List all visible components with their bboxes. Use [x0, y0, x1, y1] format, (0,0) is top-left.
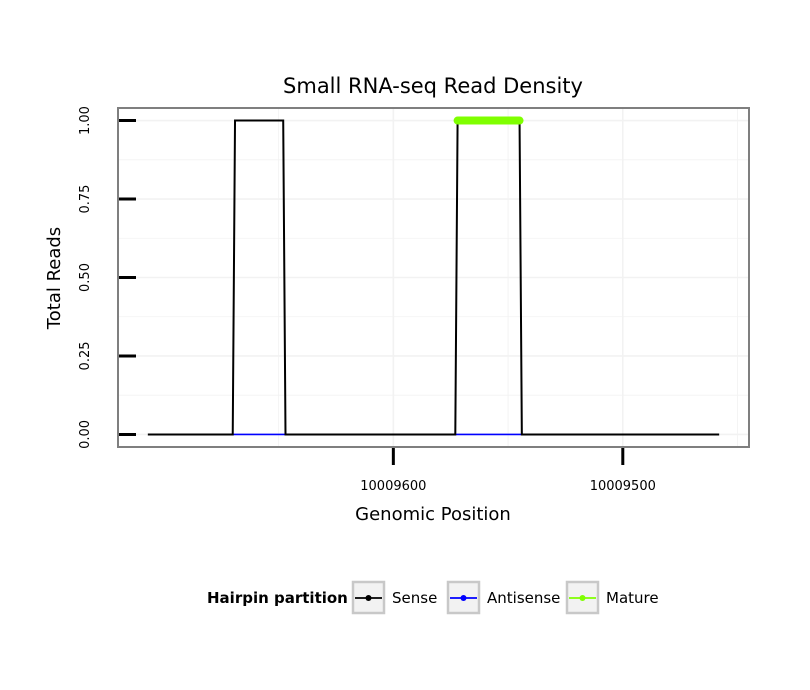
legend-key-dot-sense: [365, 595, 372, 601]
legend-label-mature: Mature: [606, 589, 659, 607]
y-tick-label: 0.00: [78, 420, 93, 449]
legend-key-dot-antisense: [460, 595, 467, 601]
grid-lines: [118, 108, 749, 447]
x-tick-label: 10009500: [590, 479, 656, 494]
plot-panel-border: [117, 107, 750, 448]
series-lines: [147, 116, 720, 436]
legend-label-sense: Sense: [392, 589, 437, 607]
series-sense-line: [147, 119, 720, 436]
y-axis-title: Total Reads: [44, 227, 65, 330]
y-tick-label: 0.75: [78, 185, 93, 214]
legend-item-sense: Sense: [351, 580, 437, 615]
chart-title: Small RNA-seq Read Density: [283, 74, 583, 98]
y-tick-label: 0.25: [78, 341, 93, 370]
x-tick-label: 10009600: [360, 479, 426, 494]
y-tick-label: 0.50: [78, 263, 93, 292]
legend-item-mature: Mature: [565, 580, 659, 615]
x-axis-title: Genomic Position: [355, 504, 511, 525]
legend-title: Hairpin partition: [207, 589, 348, 607]
legend-item-antisense: Antisense: [446, 580, 560, 615]
axes: 0.00 0.25 0.50 0.75 1.00 10009600 10009500: [78, 106, 656, 494]
legend-key-dot-mature: [579, 595, 586, 601]
y-tick-label: 1.00: [78, 106, 93, 135]
legend: Hairpin partition Sense Antisense Mature: [207, 580, 659, 615]
legend-label-antisense: Antisense: [487, 589, 560, 607]
